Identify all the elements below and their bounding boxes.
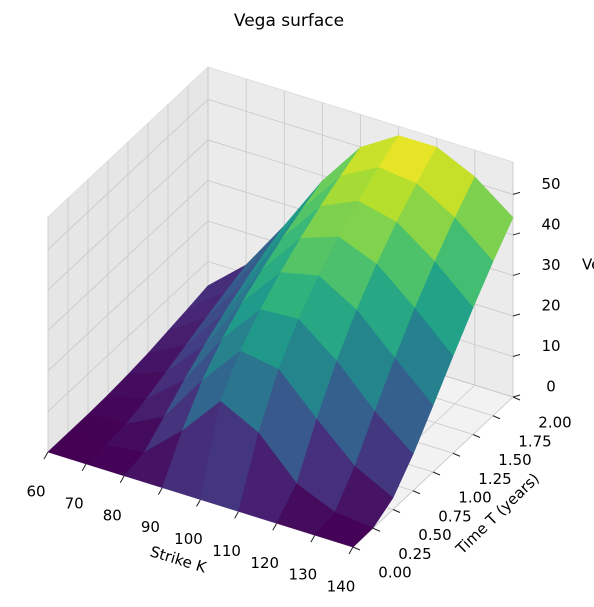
z-tick — [512, 313, 521, 317]
x-tick — [81, 463, 87, 472]
z-tick-label: 10 — [541, 337, 560, 355]
y-tick — [472, 434, 481, 438]
x-tick-label: 120 — [250, 554, 279, 572]
x-tick-label: 60 — [26, 483, 45, 501]
z-tick-label: 50 — [541, 175, 560, 193]
y-tick-label: 2.00 — [538, 414, 571, 432]
y-tick — [392, 509, 401, 513]
x-tick — [348, 546, 354, 555]
x-tick-label: 130 — [289, 566, 318, 584]
x-tick-label: 140 — [327, 578, 356, 596]
grid-line — [47, 99, 209, 250]
y-tick — [452, 452, 461, 457]
y-tick-label: 0.75 — [438, 507, 471, 525]
grid-line — [47, 139, 209, 291]
grid-line — [47, 220, 209, 372]
y-tick-label: 0.50 — [418, 526, 451, 544]
y-tick — [492, 415, 501, 420]
x-tick — [310, 534, 316, 543]
x-tick-label: 90 — [141, 518, 160, 536]
grid-line — [47, 261, 209, 412]
z-tick-label: 30 — [541, 256, 560, 274]
z-tick — [512, 232, 521, 236]
x-tick — [119, 475, 125, 483]
y-tick — [352, 546, 361, 551]
y-tick-label: 1.75 — [518, 432, 551, 450]
y-tick-label: 1.00 — [458, 489, 491, 507]
x-tick — [234, 511, 240, 519]
y-tick-label: 0.00 — [378, 564, 411, 582]
y-tick — [432, 471, 441, 476]
z-tick-label: 20 — [541, 296, 560, 314]
x-tick — [157, 487, 163, 495]
z-tick — [512, 272, 521, 276]
z-axis-label: Vega — [582, 256, 594, 274]
y-tick-label: 1.50 — [498, 451, 531, 469]
y-tick — [412, 490, 421, 495]
chart-title: Vega surface — [234, 11, 344, 31]
z-tick — [512, 354, 521, 357]
x-tick — [272, 523, 278, 531]
x-tick — [43, 451, 49, 460]
x-tick-label: 110 — [212, 542, 241, 560]
surface-cell — [314, 511, 374, 548]
x-tick-label: 70 — [65, 494, 84, 512]
z-tick — [512, 191, 521, 195]
y-tick — [512, 396, 521, 401]
z-tick-label: 40 — [541, 215, 560, 233]
y-tick — [372, 527, 381, 532]
y-tick-label: 1.25 — [478, 470, 511, 488]
x-tick — [196, 499, 201, 507]
z-tick-label: 0 — [546, 378, 556, 396]
grid-line — [47, 180, 209, 331]
y-tick-label: 0.25 — [398, 545, 431, 563]
x-tick-label: 80 — [103, 506, 122, 524]
z-tick — [512, 394, 521, 398]
x-tick-label: 100 — [174, 530, 203, 548]
